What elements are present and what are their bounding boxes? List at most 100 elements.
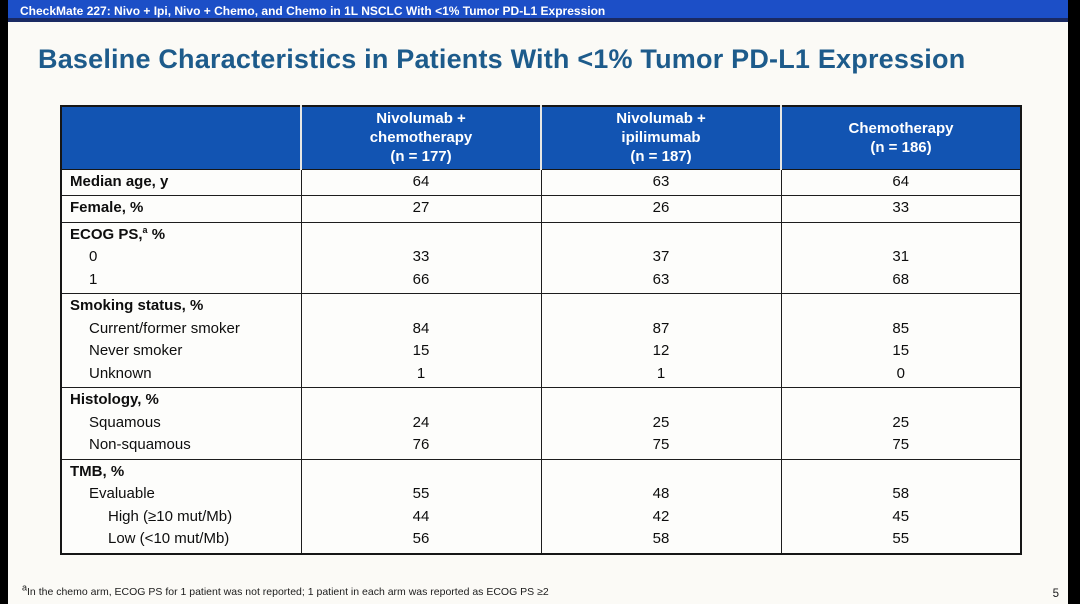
cell-value: 37 (652, 248, 670, 265)
column-header-line: Nivolumab + (616, 110, 706, 128)
cell-value: 15 (892, 342, 910, 359)
cell-value: 48 (652, 485, 670, 502)
cell-value (542, 295, 781, 318)
column-header-line: (n = 186) (870, 138, 932, 156)
row-label-cell: ECOG PS,a % 0 1 (60, 221, 302, 294)
column-header-cell: Nivolumab + ipilimumab (n = 187) (540, 106, 781, 170)
column-header-line: (n = 187) (630, 148, 692, 166)
table-row: Female, % 27 26 33 (60, 195, 1022, 223)
row-label-cell: Histology, % Squamous Non-squamous (60, 387, 302, 460)
table-row: Histology, % Squamous Non-squamous 24 76 25… (60, 387, 1022, 460)
table-body: Median age, y 64 63 64 Female, % 27 26 33 ECOG P… (60, 168, 1022, 554)
page-number: 5 (1052, 588, 1059, 600)
cell-value: 75 (892, 436, 910, 453)
row-label: 1 (89, 270, 98, 288)
table-corner-cell (61, 106, 301, 170)
cell-value: 25 (652, 413, 670, 431)
cell-value: 76 (412, 436, 430, 453)
cell-value: 55 (892, 530, 910, 547)
cell-value: 66 (412, 270, 430, 288)
value-cell: 25 75 (780, 387, 1022, 460)
cell-value (782, 461, 1021, 484)
column-header-line: Chemotherapy (848, 119, 954, 137)
cell-value (542, 224, 781, 247)
cell-value: 75 (652, 436, 670, 453)
baseline-characteristics-table-container: Nivolumab + chemotherapy (n = 177) Nivoluma… (60, 105, 1022, 555)
value-cell: 55 44 56 (300, 458, 542, 554)
cell-value (302, 295, 541, 318)
cell-value: 0 (896, 364, 905, 382)
value-cell: 58 45 55 (780, 458, 1022, 554)
row-label: High (≥10 mut/Mb) (108, 507, 233, 525)
table-row: TMB, % Evaluable High (≥10 mut/Mb) Low (<10… (60, 458, 1022, 554)
row-label: Non-squamous (89, 436, 191, 453)
value-cell: 64 (780, 168, 1022, 196)
value-cell: 64 (300, 168, 542, 196)
value-cell: 48 42 58 (540, 458, 782, 554)
row-label: ECOG PS,a % (70, 224, 166, 243)
cell-value: 25 (892, 413, 910, 431)
cell-value (302, 389, 541, 412)
value-cell: 63 (540, 168, 782, 196)
cell-value (782, 295, 1021, 318)
row-label: Squamous (89, 413, 161, 431)
row-label-cell: Female, % (60, 195, 302, 223)
slide-canvas: CheckMate 227: Nivo + Ipi, Nivo + Chemo,… (8, 0, 1068, 604)
table-row: ECOG PS,a % 0 1 33 66 37 63 31 68 (60, 221, 1022, 294)
cell-value: 58 (892, 485, 910, 502)
cell-value: 15 (412, 342, 430, 359)
page-title: Baseline Characteristics in Patients Wit… (38, 44, 966, 74)
cell-value: 44 (412, 507, 430, 525)
row-label: Unknown (89, 364, 152, 382)
cell-value (542, 389, 781, 412)
value-cell: 31 68 (780, 221, 1022, 294)
baseline-characteristics-table: Nivolumab + chemotherapy (n = 177) Nivoluma… (60, 105, 1022, 555)
value-cell: 84 15 1 (300, 293, 542, 388)
value-cell: 33 (780, 195, 1022, 223)
row-label: Female, % (70, 199, 144, 216)
value-cell: 85 15 0 (780, 293, 1022, 388)
cell-value: 56 (412, 530, 430, 547)
cell-value: 33 (412, 248, 430, 265)
value-cell: 87 12 1 (540, 293, 782, 388)
cell-value: 63 (652, 270, 670, 288)
label-superscript: a (142, 224, 148, 235)
value-cell: 27 (300, 195, 542, 223)
table-header-row: Nivolumab + chemotherapy (n = 177) Nivoluma… (61, 106, 1021, 170)
cell-value: 87 (652, 319, 670, 337)
column-header-line: ipilimumab (621, 129, 701, 147)
cell-value: 58 (652, 530, 670, 547)
presentation-header-text: CheckMate 227: Nivo + Ipi, Nivo + Chemo,… (20, 4, 606, 18)
cell-value: 26 (652, 199, 670, 216)
cell-value: 63 (652, 172, 670, 190)
column-header-cell: Chemotherapy (n = 186) (780, 106, 1021, 170)
footnote-superscript: a (22, 582, 28, 593)
presentation-header-bar: CheckMate 227: Nivo + Ipi, Nivo + Chemo,… (8, 0, 1068, 22)
cell-value (542, 461, 781, 484)
cell-value: 1 (416, 364, 426, 382)
row-label: Current/former smoker (89, 319, 240, 337)
row-label: TMB, % (70, 462, 125, 480)
cell-value: 33 (892, 199, 910, 216)
cell-value (782, 389, 1021, 412)
row-label: Evaluable (89, 485, 155, 502)
cell-value (782, 224, 1021, 247)
cell-value: 31 (892, 248, 910, 265)
cell-value: 24 (412, 413, 430, 431)
cell-value: 68 (892, 270, 910, 288)
column-header-line: (n = 177) (390, 148, 452, 166)
cell-value: 1 (656, 364, 666, 382)
cell-value: 64 (892, 172, 910, 190)
cell-value: 84 (412, 319, 430, 337)
column-header-line: Nivolumab + (376, 110, 466, 128)
value-cell: 25 75 (540, 387, 782, 460)
cell-value: 42 (652, 507, 670, 525)
cell-value (302, 224, 541, 247)
cell-value: 55 (412, 485, 430, 502)
cell-value: 27 (412, 199, 430, 216)
row-label: Never smoker (89, 342, 183, 359)
cell-value: 85 (892, 319, 910, 337)
table-row: Median age, y 64 63 64 (60, 168, 1022, 196)
row-label: Low (<10 mut/Mb) (108, 530, 230, 547)
cell-value: 45 (892, 507, 910, 525)
